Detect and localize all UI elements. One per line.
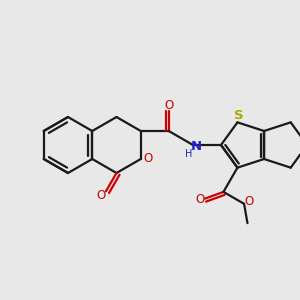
Text: O: O xyxy=(164,99,173,112)
Text: O: O xyxy=(96,189,106,202)
Text: N: N xyxy=(190,140,202,154)
Text: S: S xyxy=(234,109,243,122)
Text: O: O xyxy=(143,152,152,166)
Text: H: H xyxy=(185,149,193,159)
Text: O: O xyxy=(244,195,254,208)
Text: O: O xyxy=(195,193,205,206)
